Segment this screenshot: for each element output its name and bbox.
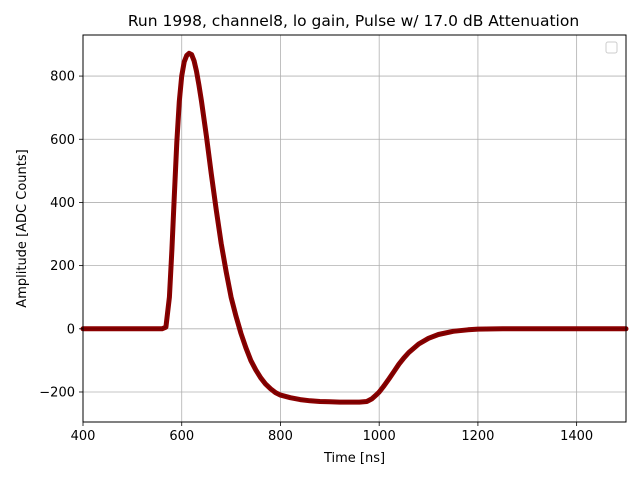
y-tick-label: 0	[67, 322, 75, 337]
axes-frame	[82, 34, 627, 423]
y-tick-label: 800	[50, 70, 75, 85]
legend-box	[605, 41, 618, 54]
y-tick-label: 200	[50, 259, 75, 274]
x-tick-label: 1400	[560, 429, 593, 444]
y-tick-label: 600	[50, 133, 75, 148]
ticks: 400 600 800 1000 1200 1400 −200 0 200 400 600 800	[39, 70, 593, 444]
series-line-core	[83, 52, 626, 403]
x-tick-label: 600	[169, 429, 194, 444]
x-tick-label: 800	[268, 429, 293, 444]
x-tick-label: 1200	[461, 429, 494, 444]
y-axis-title: Amplitude [ADC Counts]	[15, 149, 30, 307]
plot-area	[80, 50, 629, 405]
x-tick-label: 400	[71, 429, 96, 444]
grid	[82, 35, 626, 422]
chart-title: Run 1998, channel8, lo gain, Pulse w/ 17…	[128, 12, 579, 30]
x-tick-label: 1000	[363, 429, 396, 444]
y-tick-label: 400	[50, 196, 75, 211]
y-tick-label: −200	[39, 385, 75, 400]
x-axis-title: Time [ns]	[323, 451, 385, 466]
